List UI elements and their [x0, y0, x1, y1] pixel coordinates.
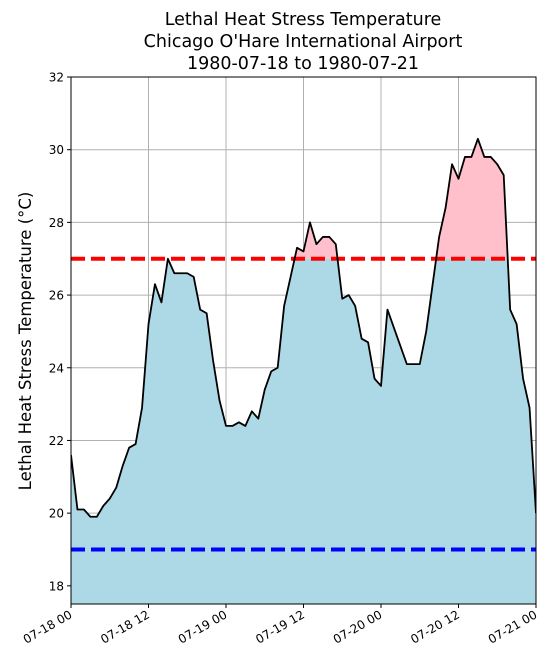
y-tick-label-4: 26: [49, 289, 64, 303]
x-tick-label-4: 07-20 00: [331, 607, 385, 646]
y-tick-label-3: 24: [49, 361, 64, 375]
x-tick-label-3: 07-19 12: [253, 607, 307, 646]
x-tick-label-5: 07-20 12: [408, 607, 462, 646]
x-axis-ticks: 07-18 00 07-18 12 07-19 00 07-19 12 07-20 00…: [21, 604, 540, 647]
x-tick-label-6: 07-21 00: [486, 607, 540, 646]
y-tick-label-2: 22: [49, 434, 64, 448]
area-below-threshold: [71, 258, 536, 604]
y-tick-label-5: 28: [49, 216, 64, 230]
chart-title-line-1: Lethal Heat Stress Temperature: [165, 10, 442, 30]
x-tick-label-0: 07-18 00: [21, 607, 75, 646]
y-tick-label-0: 18: [49, 579, 64, 593]
threshold-lines: [71, 256, 536, 552]
x-tick-label-1: 07-18 12: [98, 607, 152, 646]
chart-title-line-3: 1980-07-18 to 1980-07-21: [187, 54, 419, 74]
series-lines: [71, 137, 536, 518]
y-tick-label-1: 20: [49, 507, 64, 521]
y-axis-ticks: 18 20 22 24 26 28 30 32: [49, 71, 71, 593]
chart-title-line-2: Chicago O'Hare International Airport: [144, 32, 463, 52]
series-line: [71, 137, 536, 518]
y-axis-label: Lethal Heat Stress Temperature (°C): [16, 192, 35, 491]
y-tick-label-7: 32: [49, 71, 64, 85]
y-tick-label-6: 30: [49, 143, 64, 157]
x-tick-label-2: 07-19 00: [176, 607, 230, 646]
